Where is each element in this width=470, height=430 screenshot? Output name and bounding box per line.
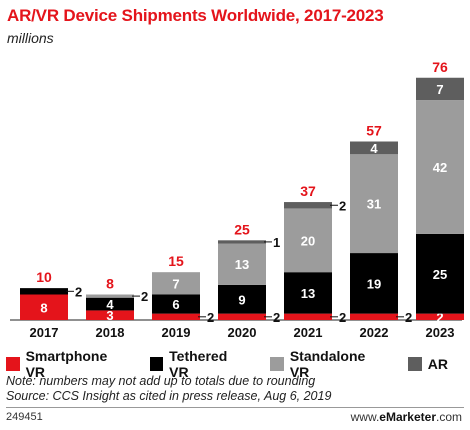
bar-segment-tethered-vr <box>152 294 200 314</box>
data-label-standalone-vr: 13 <box>235 257 249 272</box>
bar-segment-standalone-vr <box>350 154 398 254</box>
bar-segment-standalone-vr <box>86 294 134 298</box>
data-label-ar: 7 <box>436 82 443 97</box>
x-tick-label: 2022 <box>360 325 389 340</box>
bar-segment-standalone-vr <box>152 272 200 295</box>
bar-segment-smartphone-vr <box>284 313 332 320</box>
total-label: 25 <box>234 221 250 237</box>
total-label: 10 <box>36 269 52 285</box>
data-label-ar: 1 <box>273 235 280 250</box>
legend-label-tethered-vr: Tethered VR <box>169 348 228 380</box>
data-label-smartphone-vr: 2 <box>436 310 443 325</box>
brand-prefix: www. <box>350 410 380 424</box>
brand-name: eMarketer <box>379 410 436 424</box>
x-tick-label: 2019 <box>162 325 191 340</box>
data-label-smartphone-vr: 2 <box>273 310 280 325</box>
bar-segment-smartphone-vr <box>86 310 134 320</box>
bar-segment-standalone-vr <box>218 243 266 285</box>
data-label-smartphone-vr: 3 <box>106 308 113 323</box>
data-label-tethered-vr: 4 <box>106 297 114 312</box>
chart-id: 249451 <box>6 411 43 423</box>
total-label: 57 <box>366 123 382 139</box>
data-label-standalone-vr: 2 <box>141 289 148 304</box>
legend-swatch-tethered-vr <box>149 357 164 371</box>
data-label-standalone-vr: 7 <box>172 276 179 291</box>
data-label-tethered-vr: 6 <box>172 297 179 312</box>
x-tick-label: 2021 <box>294 325 323 340</box>
total-label: 15 <box>168 253 184 269</box>
bar-segment-ar <box>416 77 464 101</box>
bar-segment-smartphone-vr <box>20 294 68 320</box>
bar-segment-tethered-vr <box>218 284 266 314</box>
legend-label-standalone-vr: Standalone VR <box>289 348 366 380</box>
data-label-standalone-vr: 20 <box>301 233 315 248</box>
stacked-bar-chart: 8210201734282018267152019291312520202132… <box>10 59 464 340</box>
note-text: Note: numbers may not add up to totals d… <box>6 374 316 388</box>
legend-label-smartphone-vr: Smartphone VR <box>25 348 108 380</box>
bar-segment-standalone-vr <box>416 100 464 234</box>
legend: Smartphone VR Tethered VR Standalone VR … <box>6 348 470 380</box>
bar-segment-tethered-vr <box>86 297 134 311</box>
bar-segment-smartphone-vr <box>416 313 464 320</box>
bar-segment-standalone-vr <box>284 208 332 273</box>
chart-subtitle: millions <box>7 30 54 46</box>
x-tick-label: 2020 <box>228 325 257 340</box>
data-label-standalone-vr: 31 <box>367 197 381 212</box>
data-label-smartphone-vr: 8 <box>40 300 47 315</box>
data-label-tethered-vr: 13 <box>301 286 315 301</box>
legend-item-standalone-vr: Standalone VR <box>270 348 386 380</box>
chart-title: AR/VR Device Shipments Worldwide, 2017-2… <box>7 6 384 25</box>
legend-label-ar: AR <box>427 356 448 372</box>
data-label-standalone-vr: 42 <box>433 160 447 175</box>
data-label-smartphone-vr: 2 <box>339 310 346 325</box>
data-label-tethered-vr: 2 <box>75 284 82 299</box>
brand-link[interactable]: www.eMarketer.com <box>351 410 462 424</box>
bar-segment-tethered-vr <box>284 272 332 314</box>
data-label-tethered-vr: 19 <box>367 276 381 291</box>
x-tick-label: 2018 <box>96 325 125 340</box>
total-label: 76 <box>432 59 448 75</box>
footer-divider <box>6 407 464 408</box>
data-label-smartphone-vr: 2 <box>405 310 412 325</box>
data-label-ar: 2 <box>339 198 346 213</box>
x-tick-label: 2023 <box>426 325 455 340</box>
data-label-smartphone-vr: 2 <box>207 310 214 325</box>
chart-notes: Note: numbers may not add up to totals d… <box>6 374 331 404</box>
brand-suffix: .com <box>435 410 462 424</box>
bar-segment-smartphone-vr <box>350 313 398 320</box>
bar-segment-smartphone-vr <box>218 313 266 320</box>
bar-segment-tethered-vr <box>350 253 398 314</box>
data-label-tethered-vr: 9 <box>238 292 245 307</box>
total-label: 37 <box>300 183 316 199</box>
legend-item-tethered-vr: Tethered VR <box>149 348 249 380</box>
bar-segment-ar <box>284 202 332 209</box>
legend-swatch-ar <box>407 357 422 371</box>
bar-segment-tethered-vr <box>416 233 464 314</box>
bar-segment-smartphone-vr <box>152 313 200 320</box>
bar-segment-tethered-vr <box>20 288 68 295</box>
data-label-tethered-vr: 25 <box>433 267 447 282</box>
bar-segment-ar <box>218 240 266 244</box>
source-text: Source: CCS Insight as cited in press re… <box>6 389 332 403</box>
x-tick-label: 2017 <box>30 325 59 340</box>
legend-swatch-smartphone-vr <box>6 357 20 371</box>
legend-item-smartphone-vr: Smartphone VR <box>6 348 128 380</box>
legend-swatch-standalone-vr <box>270 357 284 371</box>
bar-segment-ar <box>350 141 398 155</box>
total-label: 8 <box>106 276 114 292</box>
data-label-ar: 4 <box>370 141 378 156</box>
legend-item-ar: AR <box>407 356 448 372</box>
